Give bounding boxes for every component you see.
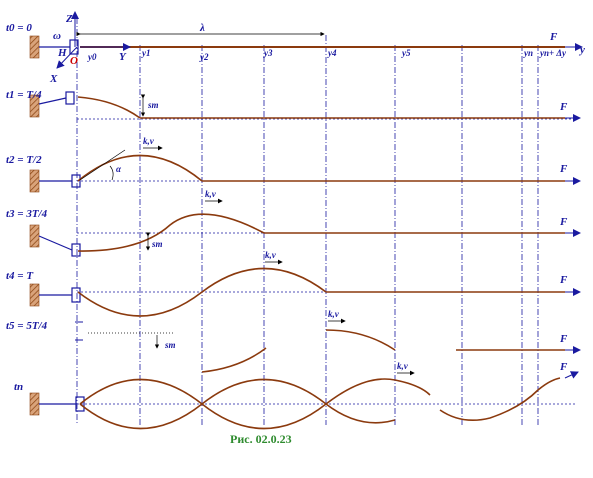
force-labels: F F F F F F F (549, 31, 568, 373)
wall-0 (29, 35, 40, 59)
label-z: Z (65, 13, 73, 25)
label-f-5: F (559, 333, 568, 345)
label-f-n: F (559, 361, 568, 373)
label-y-end: y (578, 44, 585, 56)
row-n (79, 370, 579, 430)
label-x: X (49, 73, 58, 85)
label-f-4: F (559, 274, 568, 286)
row-1 (77, 94, 581, 122)
label-t2: t2 = T/2 (6, 154, 42, 166)
label-t0: t0 = 0 (6, 22, 32, 34)
axis-labels: Z ω H O X Y λ y0 y1 y2 y3 y4 y5 yn yn+ Δ… (49, 13, 585, 85)
wall-1 (29, 94, 40, 118)
label-f-2: F (559, 163, 568, 175)
label-kv-2: k,v (143, 136, 155, 146)
label-t3: t3 = 3T/4 (6, 208, 48, 220)
label-o: O (70, 55, 78, 67)
label-sm-5: sm (164, 340, 176, 350)
label-kv-5: k,v (328, 309, 340, 319)
label-t4: t4 = T (6, 270, 34, 282)
label-yn: yn (523, 48, 533, 58)
label-y1: y1 (141, 48, 151, 58)
row-2 (77, 145, 581, 185)
label-f-0: F (549, 31, 558, 43)
label-t5: t5 = 5T/4 (6, 320, 48, 332)
row-5 (75, 318, 581, 373)
row-0 (56, 11, 583, 69)
label-y-axis: Y (119, 51, 127, 63)
label-kv-n: k,v (397, 361, 409, 371)
label-f-3: F (559, 216, 568, 228)
label-y5: y5 (401, 48, 411, 58)
label-lambda: λ (199, 22, 205, 34)
wall-4 (29, 283, 40, 307)
time-labels: t0 = 0 t1 = T/4 t2 = T/2 t3 = 3T/4 t4 = … (6, 22, 48, 393)
label-sm-1: sm (147, 100, 159, 110)
label-omega: ω (53, 30, 61, 42)
row-3 (77, 198, 581, 252)
label-y4: y4 (327, 48, 337, 58)
label-kv-4: k,v (265, 250, 277, 260)
annotations: sm k,v α k,v sm k,v k,v sm k,v (116, 100, 409, 371)
label-h: H (57, 47, 67, 59)
wall-n (29, 392, 40, 416)
label-f-1: F (559, 101, 568, 113)
label-tn: tn (14, 381, 23, 393)
label-sm-3: sm (151, 239, 163, 249)
label-y2: y2 (199, 52, 209, 62)
wall-3 (29, 224, 40, 248)
guide-lines (76, 18, 539, 425)
label-yn-dy: yn+ Δy (539, 48, 567, 58)
label-kv-3: k,v (205, 189, 217, 199)
wall-2 (29, 169, 40, 193)
label-t1: t1 = T/4 (6, 89, 42, 101)
figure-caption: Рис. 02.0.23 (230, 432, 292, 446)
label-alpha: α (116, 164, 122, 174)
attachments (38, 39, 85, 412)
label-y0: y0 (87, 52, 97, 62)
label-y3: y3 (263, 48, 273, 58)
row-4 (77, 259, 581, 317)
